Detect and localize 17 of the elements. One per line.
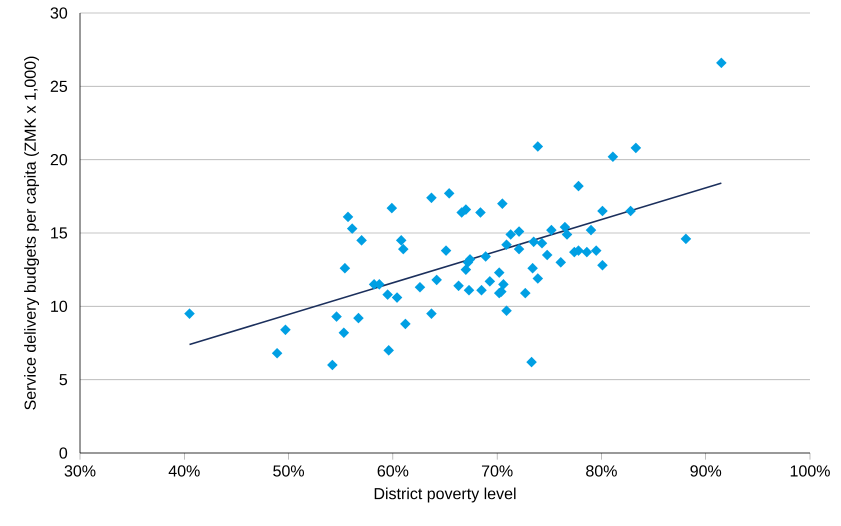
- x-tick-label: 50%: [273, 465, 304, 477]
- y-tick-label: 0: [59, 447, 68, 459]
- x-tick-label: 100%: [790, 465, 830, 477]
- x-axis-title: District poverty level: [374, 488, 516, 502]
- x-tick-label: 80%: [586, 465, 617, 477]
- y-tick-label: 10: [51, 300, 68, 312]
- y-tick-label: 15: [51, 227, 68, 239]
- y-tick-label: 30: [50, 7, 68, 19]
- x-tick-label: 30%: [64, 465, 96, 477]
- y-tick-label: 25: [50, 80, 68, 92]
- x-tick-label: 40%: [168, 465, 200, 477]
- x-tick-label: 90%: [690, 465, 722, 477]
- x-tick-label: 70%: [482, 465, 513, 477]
- y-tick-label: 5: [59, 374, 68, 386]
- y-axis-title: Service delivery budgets per capita (ZMK x 1,000): [24, 56, 40, 410]
- y-tick-label: 20: [50, 154, 68, 166]
- x-tick-label: 60%: [378, 465, 408, 477]
